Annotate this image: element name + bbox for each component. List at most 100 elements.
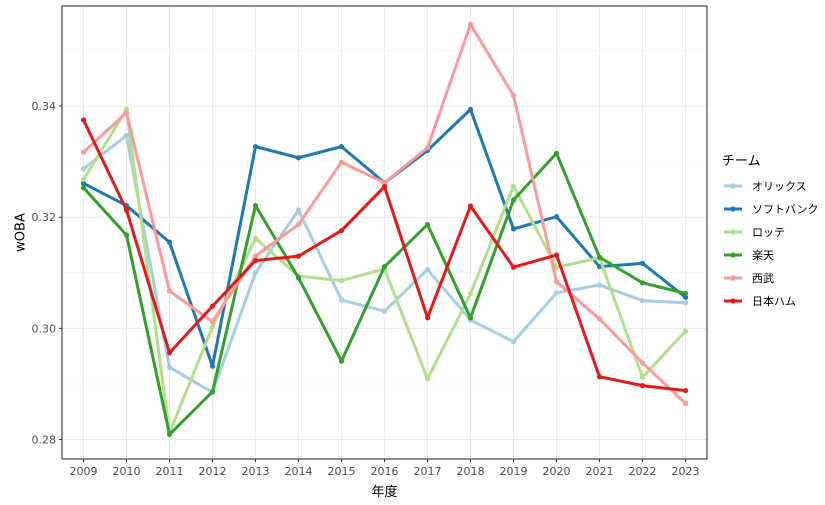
legend-key-point [730,298,736,304]
legend-label: オリックス [752,180,807,193]
data-point [596,254,603,260]
x-axis: 2009 2010 2011 2012 2013 2014 2015 2016 2017 2018… [70,459,700,478]
legend-label: 日本ハム [752,294,796,308]
data-point [510,339,517,345]
y-tick-label: 0.28 [32,434,57,447]
x-tick-label: 2009 [70,465,98,478]
x-tick-label: 2022 [629,465,657,478]
data-point [467,315,474,321]
data-point [295,155,302,161]
data-point [639,360,646,366]
legend-item: ソフトバンク [724,203,819,216]
data-point [295,207,302,213]
y-tick-label: 0.30 [32,322,57,335]
data-point [381,184,388,190]
data-point [596,374,603,380]
data-point [467,203,474,209]
x-tick-label: 2017 [414,465,442,478]
x-tick-label: 2014 [285,465,313,478]
data-point [166,350,173,356]
data-point [295,253,302,259]
data-point [510,183,517,189]
data-point [338,227,345,234]
data-point [467,21,474,27]
x-tick-label: 2010 [113,465,141,478]
data-point [252,144,259,150]
data-point [338,159,345,165]
data-point [639,374,646,380]
data-point [682,388,689,394]
legend-key-point [730,229,736,235]
data-point [553,264,560,270]
series-0 [80,132,689,395]
legend-key-point [730,252,736,258]
legend-item: 西武 [724,272,774,285]
series-3 [80,150,689,438]
data-point [338,358,345,364]
data-point [338,144,345,150]
legend-label: ロッテ [752,226,785,239]
y-tick-label: 0.32 [32,211,57,224]
data-point [510,92,517,99]
data-point [123,110,130,116]
data-point [510,226,517,232]
data-point [682,294,689,300]
legend-key-point [730,206,736,212]
x-tick-label: 2018 [457,465,485,478]
data-point [123,207,130,213]
data-point [338,297,345,303]
data-point [209,303,216,309]
data-point [510,264,517,270]
data-point [596,282,603,288]
x-tick-label: 2015 [328,465,356,478]
data-point [682,328,689,334]
data-point [381,308,388,314]
data-point [123,232,130,238]
data-point [80,117,87,123]
data-point [553,290,560,296]
data-point [166,239,173,245]
legend-label: 楽天 [752,249,774,262]
data-point [209,324,216,330]
data-point [252,235,259,241]
x-tick-label: 2023 [672,465,700,478]
y-axis: 0.28 0.30 0.32 0.34 [32,100,62,447]
data-point [80,176,87,183]
data-point [467,291,474,297]
x-tick-label: 2019 [500,465,528,478]
legend-item: 日本ハム [724,294,796,308]
data-point [682,290,689,296]
data-point [510,197,517,203]
data-point [553,150,560,156]
data-point [80,149,87,155]
series-layer [80,21,689,438]
legend-item: 楽天 [724,249,774,262]
data-point [424,266,431,273]
x-tick-label: 2011 [156,465,184,478]
legend-title: チーム [722,154,761,169]
data-point [209,363,216,369]
data-point [295,275,302,281]
data-point [424,315,431,321]
data-point [123,132,130,139]
data-point [381,264,388,270]
x-tick-label: 2013 [242,465,270,478]
legend-key-point [730,275,736,281]
data-point [209,389,216,395]
data-point [553,279,560,285]
data-point [252,253,259,259]
data-point [252,270,259,276]
y-axis-title: wOBA [14,213,29,252]
series-5 [80,117,689,394]
data-point [252,202,259,209]
series-4 [80,21,689,407]
x-tick-label: 2012 [199,465,227,478]
data-point [467,106,474,112]
data-point [338,277,345,284]
x-tick-label: 2020 [543,465,571,478]
legend-label: 西武 [752,272,774,285]
y-tick-label: 0.34 [32,100,57,113]
